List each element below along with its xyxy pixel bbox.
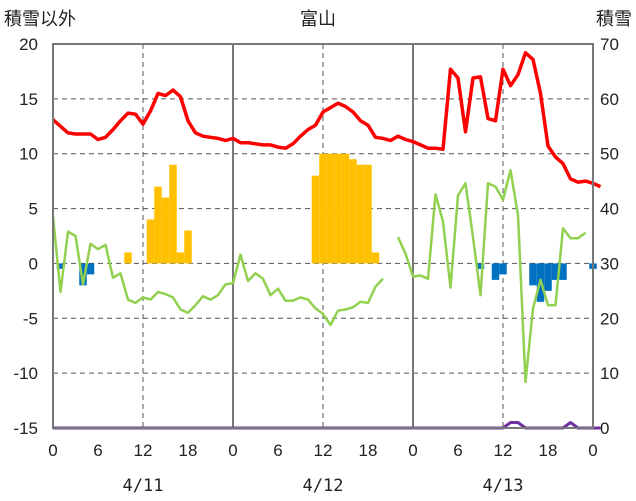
- x-tick: 0: [228, 441, 237, 460]
- bar: [184, 230, 192, 264]
- bar: [551, 263, 560, 280]
- x-tick: 12: [314, 441, 333, 460]
- date-label: 4/13: [483, 476, 524, 496]
- bar: [491, 263, 500, 280]
- bar: [146, 219, 155, 264]
- y-tick-left: -15: [13, 419, 38, 438]
- bar: [161, 197, 170, 264]
- bar: [529, 263, 537, 286]
- series-line: [51, 51, 602, 189]
- bar: [319, 153, 327, 264]
- y-tick-right: 30: [600, 254, 619, 273]
- bar: [544, 263, 552, 291]
- x-tick: 18: [539, 441, 558, 460]
- x-tick: 0: [408, 441, 417, 460]
- y-tick-left: 15: [19, 90, 38, 109]
- chart-title: 富山: [300, 9, 336, 30]
- bar: [371, 252, 380, 264]
- bar: [559, 263, 567, 280]
- bar: [56, 263, 65, 269]
- bar: [79, 263, 87, 286]
- bar: [334, 153, 342, 264]
- series-line: [396, 168, 587, 384]
- bar: [326, 153, 335, 264]
- bar: [349, 159, 357, 264]
- x-tick: 12: [134, 441, 153, 460]
- bar: [476, 263, 485, 269]
- frame-border: [52, 43, 594, 429]
- bar: [154, 186, 162, 264]
- y-tick-left: -5: [23, 309, 38, 328]
- bar: [169, 164, 177, 264]
- bar: [86, 263, 95, 275]
- x-tick: 6: [273, 441, 282, 460]
- right-axis-title: 積雪: [596, 9, 632, 30]
- y-tick-left: 10: [19, 145, 38, 164]
- y-tick-left: 20: [19, 35, 38, 54]
- bar: [341, 153, 350, 264]
- bar: [124, 252, 132, 264]
- y-tick-right: 10: [600, 364, 619, 383]
- y-tick-left: -10: [13, 364, 38, 383]
- x-tick: 12: [494, 441, 513, 460]
- x-tick: 6: [93, 441, 102, 460]
- left-axis-title: 積雪以外: [4, 9, 76, 30]
- x-tick: 0: [588, 441, 597, 460]
- x-tick: 0: [48, 441, 57, 460]
- date-label: 4/11: [123, 476, 164, 496]
- bar: [499, 263, 507, 275]
- y-tick-left: 0: [29, 254, 38, 273]
- y-tick-right: 60: [600, 90, 619, 109]
- y-tick-right: 70: [600, 35, 619, 54]
- y-tick-right: 50: [600, 145, 619, 164]
- x-tick: 6: [453, 441, 462, 460]
- bar: [311, 175, 320, 264]
- date-label: 4/12: [303, 476, 344, 496]
- bar: [364, 164, 372, 264]
- y-tick-left: 5: [29, 200, 38, 219]
- x-tick: 18: [179, 441, 198, 460]
- bar: [356, 164, 365, 264]
- bar: [176, 252, 185, 264]
- y-tick-right: 0: [600, 419, 609, 438]
- y-tick-right: 20: [600, 309, 619, 328]
- series-line: [51, 216, 384, 327]
- x-tick: 18: [359, 441, 378, 460]
- y-tick-right: 40: [600, 200, 619, 219]
- plot-frame: [52, 43, 594, 429]
- bars: [56, 153, 597, 302]
